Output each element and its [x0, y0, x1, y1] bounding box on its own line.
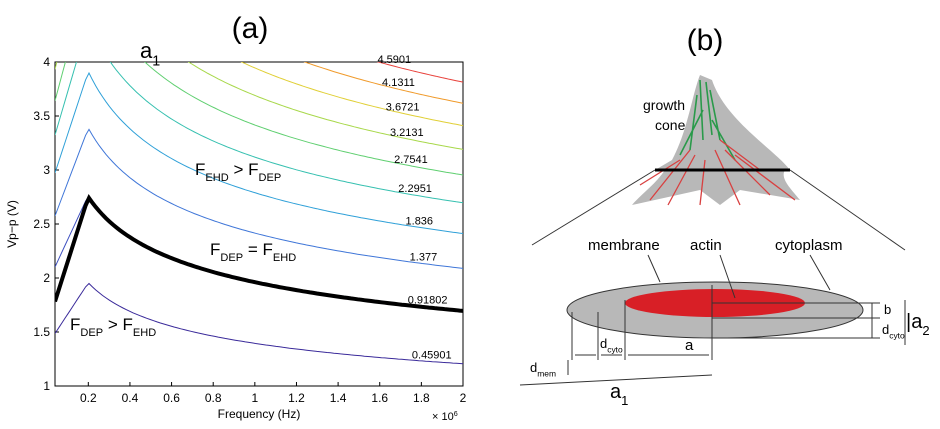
- a2-label-part: |a: [906, 311, 923, 333]
- d-mem-label-part: mem: [537, 369, 556, 379]
- b-label: b: [884, 302, 891, 317]
- x-tick-label: 1: [251, 391, 258, 405]
- annotation: FEHD > FDEP: [195, 160, 281, 184]
- a2-label-part: 2: [922, 323, 929, 338]
- d-cyto-label-part: d: [600, 336, 607, 351]
- growth-cone-base: [632, 170, 800, 205]
- annotation-part: DEP: [258, 172, 281, 184]
- x-tick-label: 2: [460, 391, 467, 405]
- cone-label: cone: [655, 117, 686, 133]
- d-cyto-right-label-part: d: [882, 322, 889, 337]
- contours: [55, 62, 463, 365]
- projection-line: [531, 169, 656, 246]
- contour-label: 1.377: [410, 252, 438, 264]
- y-tick-label: 4: [43, 55, 50, 69]
- growth-label: growth: [643, 97, 685, 113]
- contour-label: 1.836: [406, 215, 434, 227]
- top-fragment-part: 1: [152, 54, 160, 70]
- contour-label: 3.2131: [390, 127, 424, 139]
- contour-label: 0.45901: [412, 350, 452, 362]
- x-tick-label: 1.2: [288, 391, 305, 405]
- x-axis-label: Frequency (Hz): [218, 407, 301, 421]
- contour-line: [55, 62, 463, 176]
- annotation-part: DEP: [80, 327, 103, 339]
- d-cyto-label-part: cyto: [607, 345, 623, 355]
- contour-line: [55, 71, 463, 234]
- annotation-part: F: [195, 160, 205, 179]
- annotation-part: F: [210, 240, 220, 259]
- contour-line: [55, 282, 463, 365]
- annotation: FDEP > FEHD: [70, 315, 156, 339]
- x-multiplier: × 106: [432, 410, 458, 423]
- x-tick-label: 0.2: [80, 391, 97, 405]
- annotation-part: EHD: [133, 327, 156, 339]
- d-mem-label: dmem: [530, 360, 556, 379]
- annotation-part: F: [70, 315, 80, 334]
- annotation-part: > F: [229, 160, 259, 179]
- y-axis-label: Vp−p (V): [5, 200, 19, 248]
- x-multiplier-part: × 10: [432, 411, 454, 423]
- contour-line: [240, 62, 463, 127]
- leaders: [519, 254, 906, 386]
- panel-b-title: (b): [687, 24, 724, 57]
- contour-line: [55, 128, 463, 269]
- contour-plot: 0.2 0.4 0.6 0.8 1 1.2 1.4 1.6 1.8 2 1 1.5 2 2.5 3 3.5 4 F…: [5, 38, 467, 423]
- a2-label: |a2: [906, 311, 930, 338]
- projection-line: [789, 169, 906, 251]
- green-filaments: [679, 79, 736, 161]
- d-mem-label-part: d: [530, 360, 537, 375]
- contour-line: [55, 62, 463, 204]
- annotation-part: > F: [103, 315, 133, 334]
- contour-line: [376, 62, 463, 83]
- a-label: a: [685, 337, 694, 354]
- x-tick-label: 1.8: [413, 391, 430, 405]
- a1-label: a1: [610, 381, 628, 408]
- top-fragment-part: a: [140, 38, 153, 63]
- x-tick-label: 1.6: [371, 391, 388, 405]
- x-multiplier-part: 6: [454, 410, 458, 418]
- red-filaments: [639, 139, 796, 206]
- a1-label-part: a: [610, 381, 622, 403]
- contour-label: 2.2951: [398, 183, 432, 195]
- x-tick-label: 0.8: [205, 391, 222, 405]
- annotation-part: EHD: [273, 252, 296, 264]
- cytoplasm-label: cytoplasm: [775, 237, 843, 254]
- x-tick-label: 0.4: [122, 391, 139, 405]
- contour-line: [55, 62, 463, 150]
- d-cyto-right-label-part: cyto: [889, 331, 905, 341]
- annotation: FDEP = FEHD: [210, 240, 296, 264]
- a1-label-part: 1: [621, 393, 628, 408]
- y-tick-label: 2.5: [33, 217, 50, 231]
- actin-label: actin: [690, 237, 722, 254]
- contour-label: 4.1311: [382, 77, 415, 89]
- contour-label: 4.5901: [377, 54, 411, 66]
- x-tick-label: 1.4: [330, 391, 347, 405]
- boundary-line: [55, 193, 463, 313]
- annotation-part: EHD: [205, 172, 228, 184]
- y-tick-label: 1.5: [33, 325, 50, 339]
- contour-line: [303, 62, 463, 104]
- membrane-label: membrane: [588, 237, 660, 254]
- top-fragment: a1: [140, 38, 160, 70]
- y-tick-label: 2: [43, 271, 50, 285]
- d-cyto-right-label: dcyto: [882, 322, 905, 341]
- contour-label: 2.7541: [394, 154, 428, 166]
- x-tick-label: 0.6: [163, 391, 180, 405]
- annotation-part: DEP: [220, 252, 243, 264]
- panel-a-title: (a): [232, 12, 269, 45]
- contour-label: 0.91802: [408, 294, 448, 306]
- y-tick-label: 3: [43, 163, 50, 177]
- y-tick-label: 3.5: [33, 109, 50, 123]
- d-cyto-label: dcyto: [600, 336, 623, 355]
- contour-label: 3.6721: [386, 101, 420, 113]
- annotation-part: = F: [243, 240, 273, 259]
- y-tick-label: 1: [43, 379, 50, 393]
- growth-cone: [655, 75, 790, 170]
